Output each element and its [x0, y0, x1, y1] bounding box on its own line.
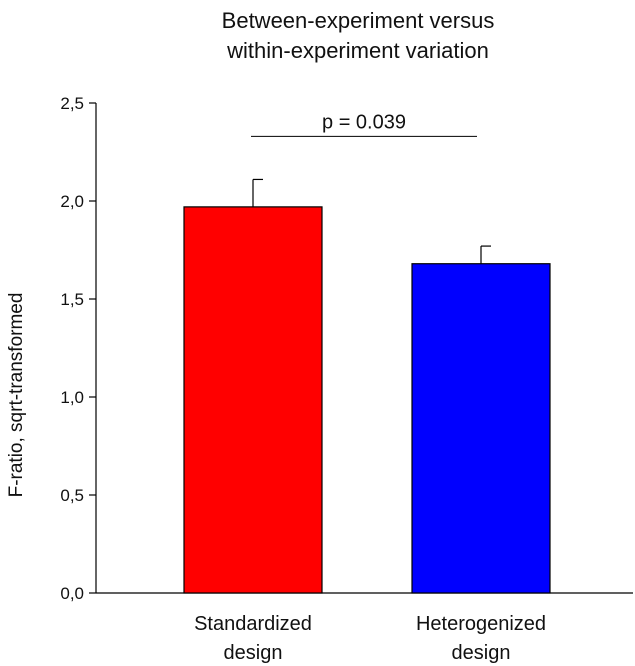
- error-bars: [252, 178, 491, 264]
- y-tick-label: 1,5: [60, 290, 84, 309]
- p-value-annotation: p = 0.039: [322, 111, 406, 133]
- y-tick-label: 0,0: [60, 584, 84, 603]
- y-tick-label: 2,0: [60, 192, 84, 211]
- category-label: design: [224, 642, 283, 664]
- y-axis-label: F-ratio, sqrt-transformed: [6, 293, 27, 498]
- category-label: design: [452, 642, 511, 664]
- bar: [183, 206, 323, 594]
- chart-title-line-1: Between-experiment versus: [222, 8, 495, 33]
- y-ticks: 0,0 0,5 1,0 1,5 2,0 2,5: [60, 94, 96, 603]
- y-tick-label: 0,5: [60, 486, 84, 505]
- category-label: Heterogenized: [416, 613, 546, 635]
- y-tick-label: 2,5: [60, 94, 84, 113]
- category-labels: Standardized design Heterogenized design: [194, 613, 546, 664]
- y-tick-label: 1,0: [60, 388, 84, 407]
- category-label: Standardized: [194, 613, 312, 635]
- chart-title-line-2: within-experiment variation: [226, 38, 489, 63]
- bar: [411, 263, 551, 594]
- bars: [183, 206, 551, 594]
